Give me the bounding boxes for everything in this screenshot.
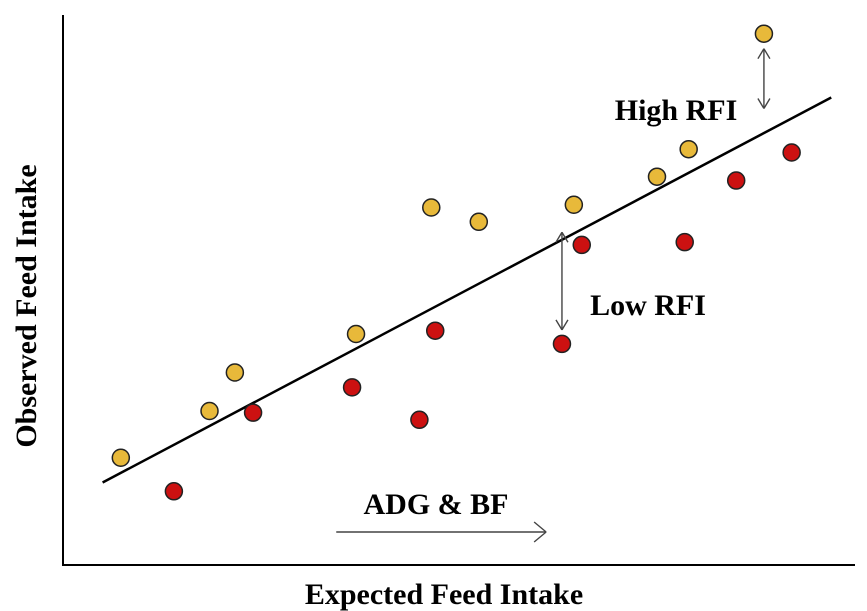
data-point-0-0 xyxy=(111,448,131,467)
high-rfi-arrow-head-bottom-left xyxy=(757,98,765,109)
high-rfi-label: High RFI xyxy=(615,94,738,127)
data-point-0-6 xyxy=(564,195,584,214)
data-point-0-5 xyxy=(469,212,489,232)
high-rfi-arrow-head-top-right xyxy=(763,48,771,60)
adg-bf-arrow-head-bottom xyxy=(533,531,547,543)
data-point-1-8 xyxy=(726,171,746,190)
high-rfi-arrow-head-bottom-right xyxy=(763,98,771,109)
data-point-0-7 xyxy=(647,167,667,186)
low-rfi-arrow-head-top-left xyxy=(555,231,563,243)
adg-bf-arrow-head-top xyxy=(533,521,547,533)
annotation-arrows xyxy=(336,48,771,543)
regression-line xyxy=(102,96,832,484)
data-point-1-3 xyxy=(410,410,429,430)
data-point-1-9 xyxy=(782,143,801,162)
low-rfi-arrow-head-top-right xyxy=(561,231,569,243)
adg-bf-label: ADG & BF xyxy=(364,488,509,521)
data-point-1-1 xyxy=(243,403,263,422)
data-point-1-0 xyxy=(164,482,184,501)
data-point-1-5 xyxy=(552,334,572,354)
data-point-0-4 xyxy=(422,198,441,217)
data-points xyxy=(111,24,801,501)
data-point-1-2 xyxy=(342,378,362,397)
data-point-0-8 xyxy=(679,139,698,159)
data-point-0-1 xyxy=(200,401,219,421)
data-point-0-9 xyxy=(754,24,774,43)
data-point-0-2 xyxy=(225,363,245,382)
data-point-1-6 xyxy=(572,235,592,255)
low-rfi-label: Low RFI xyxy=(590,289,706,322)
y-axis-label: Observed Feed Intake xyxy=(10,164,43,447)
data-point-1-4 xyxy=(425,321,445,340)
low-rfi-arrow-head-bottom-right xyxy=(561,319,569,331)
low-rfi-arrow-head-bottom-left xyxy=(555,319,563,331)
data-point-0-3 xyxy=(346,324,366,344)
data-point-1-7 xyxy=(675,232,694,252)
high-rfi-arrow-head-top-left xyxy=(757,48,765,60)
x-axis-label: Expected Feed Intake xyxy=(305,578,583,611)
